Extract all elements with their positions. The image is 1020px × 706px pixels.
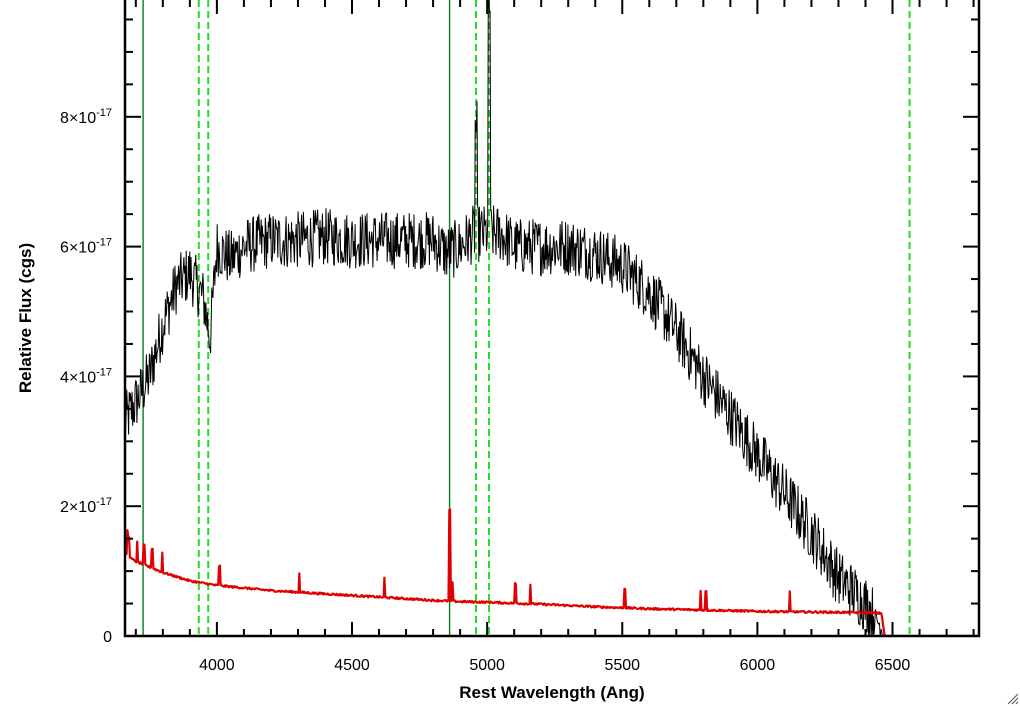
y-tick-label: 4×10-17 [60, 366, 112, 386]
x-tick-label: 5500 [604, 657, 640, 674]
y-axis: 0 2×10-17 4×10-17 6×10-17 8×10-17 [60, 18, 979, 646]
x-axis-title: Rest Wavelength (Ang) [459, 683, 644, 702]
x-axis: 4000 4500 5000 5500 6000 6500 [134, 0, 975, 674]
y-tick-label: 0 [103, 629, 112, 646]
reference-lines [142, 0, 911, 636]
y-tick-label: 6×10-17 [60, 237, 112, 257]
plot-frame [123, 0, 981, 638]
x-tick-label: 5000 [469, 657, 505, 674]
y-tick-label: 8×10-17 [60, 107, 112, 127]
plot-area [125, 0, 979, 636]
y-tick-label: 2×10-17 [60, 496, 112, 516]
x-tick-label: 4500 [334, 657, 370, 674]
x-tick-label: 6500 [875, 657, 911, 674]
model-spectrum-line [125, 508, 979, 636]
x-tick-label: 4000 [199, 657, 235, 674]
observed-spectrum-line [125, 0, 885, 636]
x-tick-label: 6000 [740, 657, 776, 674]
y-axis-title: Relative Flux (cgs) [16, 243, 35, 393]
resize-grip-icon[interactable] [1007, 693, 1019, 705]
